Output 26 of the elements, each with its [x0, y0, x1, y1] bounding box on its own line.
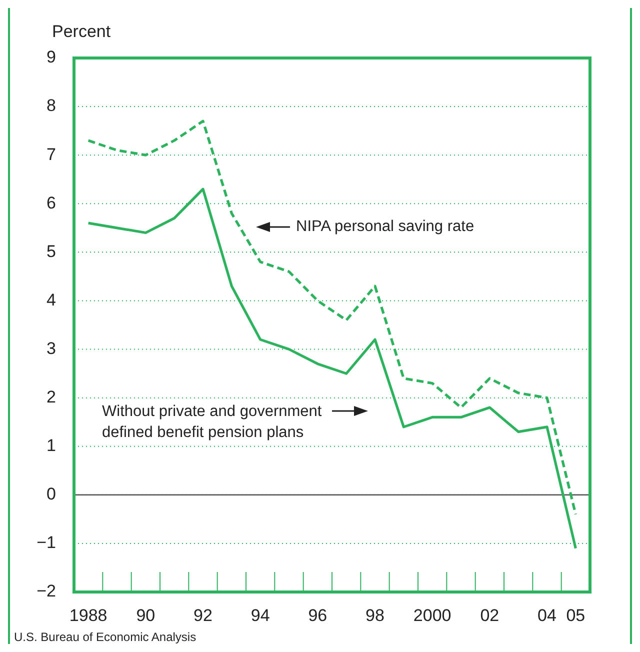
y-tick-label: −1 — [36, 533, 56, 552]
y-tick-label: 0 — [46, 484, 56, 504]
y-tick-label: 4 — [46, 290, 56, 310]
y-tick-label: 8 — [46, 96, 56, 116]
y-tick-label: 6 — [46, 193, 56, 212]
x-tick-label: 98 — [366, 606, 384, 625]
x-tick-label: 92 — [194, 606, 212, 625]
x-tick-label: 04 — [538, 606, 556, 625]
y-tick-label: 3 — [46, 338, 56, 358]
y-axis-title: Percent — [52, 22, 111, 42]
x-tick-label: 02 — [480, 606, 500, 625]
x-tick-label: 2000 — [413, 606, 452, 625]
text: U.S. Bureau of Economic Analysis — [14, 630, 196, 644]
y-tick-label: 9 — [46, 48, 56, 67]
text: NIPA personal saving rate — [296, 217, 476, 237]
x-tick-label: 90 — [136, 606, 156, 625]
y-tick-label: 7 — [46, 144, 56, 164]
y-tick-label: 1 — [46, 436, 56, 456]
x-tick-label: 05 — [566, 606, 586, 625]
y-tick-label: 5 — [46, 242, 56, 261]
text: Without private and government defined benefit pension plans — [102, 402, 323, 443]
x-tick-label: 94 — [250, 606, 270, 625]
x-tick-label: 96 — [308, 606, 328, 625]
x-tick-label: 1988 — [69, 606, 108, 625]
y-tick-label: −2 — [36, 582, 56, 601]
y-tick-label: 2 — [46, 388, 56, 407]
